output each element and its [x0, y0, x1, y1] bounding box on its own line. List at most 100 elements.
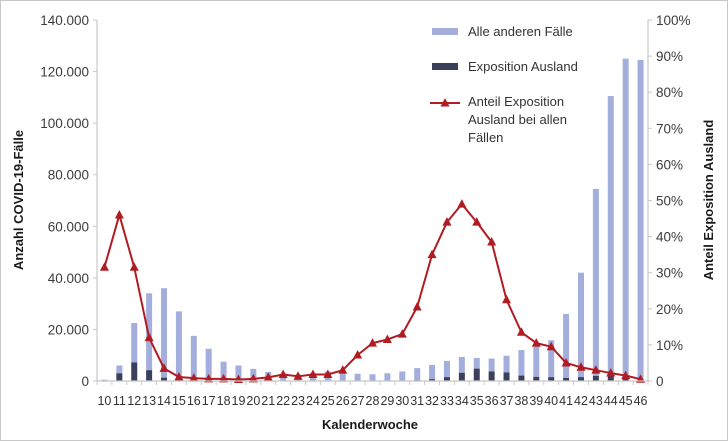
bar-other-cases [190, 335, 197, 381]
triangle-marker [99, 262, 109, 271]
bar-exposure-abroad [131, 362, 138, 381]
triangle-marker [353, 350, 363, 359]
left-tick-label: 0 [81, 374, 89, 389]
x-tick-label: 24 [306, 394, 320, 408]
x-tick-label: 42 [574, 394, 588, 408]
x-tick-label: 31 [410, 394, 424, 408]
bar-exposure-abroad [458, 372, 465, 381]
bar-other-cases [473, 358, 480, 369]
bar-other-cases [131, 322, 138, 363]
x-tick-label: 41 [559, 394, 573, 408]
bar-other-cases [175, 311, 182, 381]
x-tick-label: 16 [187, 394, 201, 408]
right-tick-label: 50% [656, 194, 683, 209]
triangle-marker [159, 363, 169, 372]
bar-exposure-abroad [161, 377, 168, 381]
bar-exposure-abroad [146, 370, 153, 381]
triangle-marker [472, 217, 482, 226]
x-tick-label: 29 [380, 394, 394, 408]
triangle-marker [204, 373, 214, 383]
x-tick-label: 40 [544, 394, 558, 408]
triangle-marker [561, 357, 571, 367]
legend: Alle anderen Fälle Exposition Ausland Ante… [430, 24, 578, 145]
x-tick-label: 33 [440, 394, 454, 408]
bar-exposure-abroad [563, 377, 570, 381]
y-axis-title: Anzahl COVID-19-Fälle [11, 130, 26, 270]
x-tick-label: 28 [366, 394, 380, 408]
x-tick-label: 15 [172, 394, 186, 408]
x-tick-label: 35 [470, 394, 484, 408]
right-tick-label: 30% [656, 266, 683, 281]
legend-label-share-line: Anteil Exposition [468, 94, 564, 109]
right-tick-label: 90% [656, 49, 683, 64]
left-tick-label: 100.000 [40, 116, 89, 131]
bar-other-cases [369, 374, 376, 381]
x-tick-label: 19 [232, 394, 246, 408]
triangle-marker [323, 369, 333, 379]
right-tick-label: 100% [656, 13, 691, 28]
left-tick-label: 40.000 [48, 271, 89, 286]
y2-axis-title: Anteil Exposition Ausland [701, 120, 716, 281]
bar-other-cases [607, 96, 614, 375]
right-tick-label: 70% [656, 121, 683, 136]
triangle-marker [531, 338, 541, 347]
x-tick-label: 21 [261, 394, 275, 408]
right-y-axis: 0 10% 20% 30% 40% 50% 60% 70% 80% 90% 100% [647, 13, 691, 389]
bar-exposure-abroad [116, 373, 123, 381]
left-tick-label: 80.000 [48, 168, 89, 183]
x-tick-label: 37 [500, 394, 514, 408]
triangle-marker [368, 338, 377, 347]
bar-other-cases [563, 313, 570, 378]
left-tick-label: 140.000 [40, 13, 89, 28]
x-tick-label: 38 [514, 394, 528, 408]
triangle-marker [338, 365, 348, 374]
x-tick-label: 12 [127, 394, 141, 408]
legend-label-share-line: Ausland bei allen [468, 112, 567, 127]
x-tick-label: 44 [604, 394, 618, 408]
bar-exposure-abroad [473, 368, 480, 381]
bar-other-cases [101, 379, 108, 381]
triangle-marker [487, 237, 497, 246]
right-tick-label: 60% [656, 157, 683, 172]
bar-other-cases [429, 365, 436, 380]
x-tick-label: 30 [395, 394, 409, 408]
x-tick-label: 10 [97, 394, 111, 408]
triangle-marker [516, 327, 526, 336]
bar-other-cases [116, 365, 123, 374]
x-tick-label: 46 [634, 394, 648, 408]
x-tick-label: 18 [217, 394, 231, 408]
triangle-marker [457, 199, 467, 208]
bar-other-cases [458, 357, 465, 373]
triangle-marker [576, 362, 586, 371]
triangle-marker [591, 365, 601, 374]
legend-swatch-other-cases [432, 28, 458, 35]
legend-marker-share [440, 98, 450, 107]
triangle-marker [606, 368, 616, 377]
triangle-marker [382, 334, 392, 343]
bar-exposure-abroad [548, 377, 555, 381]
bar-other-cases [399, 371, 406, 381]
right-tick-label: 20% [656, 302, 683, 317]
x-tick-label: 14 [157, 394, 171, 408]
left-tick-label: 60.000 [48, 219, 89, 234]
legend-label-exposure-abroad: Exposition Ausland [468, 59, 578, 74]
bar-other-cases [339, 370, 346, 381]
bar-other-cases [161, 288, 168, 378]
legend-label-other-cases: Alle anderen Fälle [468, 24, 573, 39]
bar-other-cases [220, 361, 227, 381]
bar-other-cases [354, 373, 361, 381]
x-tick-label: 25 [321, 394, 335, 408]
x-axis: 10 11 12 13 14 15 16 17 18 19 20 21 22 23 24 25 26 27 28 29… [96, 380, 649, 408]
triangle-marker [546, 341, 556, 351]
bar-other-cases [518, 350, 525, 376]
bar-other-cases [488, 358, 495, 372]
x-tick-label: 22 [276, 394, 290, 408]
triangle-marker [293, 371, 303, 380]
x-tick-label: 32 [425, 394, 439, 408]
right-tick-label: 80% [656, 85, 683, 100]
triangle-marker [174, 372, 184, 381]
bar-other-cases [533, 345, 540, 377]
bar-other-cases [414, 368, 421, 381]
x-tick-label: 27 [351, 394, 365, 408]
